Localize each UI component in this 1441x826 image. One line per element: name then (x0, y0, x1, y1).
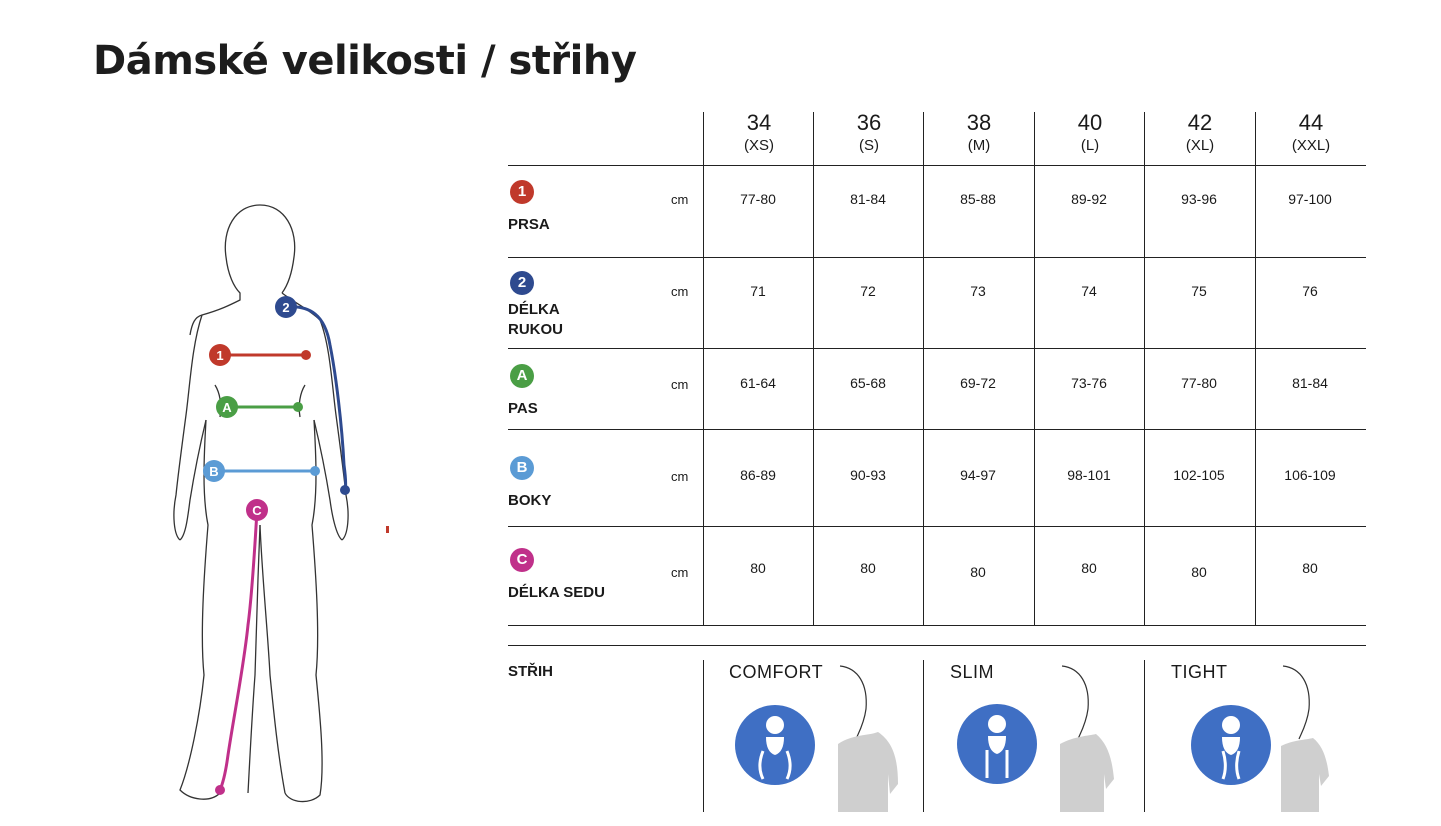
table-cell: 72 (860, 283, 876, 299)
size-number: 44 (1298, 110, 1324, 135)
table-cell: 61-64 (740, 375, 776, 391)
table-cell: 80 (1081, 560, 1097, 576)
row-label-line: RUKOU (508, 321, 563, 338)
table-cell: 77-80 (1181, 375, 1217, 391)
table-cell: 81-84 (1292, 375, 1328, 391)
unit-label: cm (671, 565, 689, 580)
red-dot-mark (386, 526, 389, 533)
table-cell: 97-100 (1288, 191, 1332, 207)
table-cell: 71 (750, 283, 766, 299)
table-cell: 80 (970, 564, 986, 580)
marker-C: C (252, 503, 262, 518)
slim-garment-illustration (1060, 665, 1114, 812)
table-row-rule (508, 257, 1366, 258)
tight-garment-illustration (1281, 665, 1329, 812)
table-cell: 65-68 (850, 375, 886, 391)
comfort-fit-icon (735, 705, 815, 785)
unit-label: cm (671, 377, 689, 392)
size-header-44: 44 (XXL) (1256, 110, 1366, 154)
size-code: (XL) (1185, 137, 1215, 154)
badge-2: 2 (510, 271, 534, 295)
marker-A: A (222, 400, 232, 415)
marker-1: 1 (216, 348, 223, 363)
table-cell: 81-84 (850, 191, 886, 207)
table-column-rule (923, 112, 924, 626)
fit-column-rule (1144, 660, 1145, 812)
fit-column-rule (923, 660, 924, 812)
size-number: 40 (1077, 110, 1103, 135)
table-cell: 90-93 (850, 467, 886, 483)
page-title: Dámské velikosti / střihy (93, 38, 637, 84)
size-number: 36 (856, 110, 882, 135)
table-cell: 80 (1302, 560, 1318, 576)
table-row-rule (508, 526, 1366, 527)
table-cell: 93-96 (1181, 191, 1217, 207)
table-cell: 80 (860, 560, 876, 576)
table-header-rule (508, 165, 1366, 166)
table-cell: 98-101 (1067, 467, 1111, 483)
table-row-rule (508, 625, 1366, 626)
row-label-boky: BOKY (508, 492, 552, 509)
fit-label-comfort: COMFORT (729, 662, 824, 682)
size-header-38: 38 (M) (924, 110, 1034, 154)
comfort-garment-illustration (838, 665, 898, 812)
marker-B: B (209, 464, 218, 479)
size-header-40: 40 (L) (1035, 110, 1145, 154)
size-header-34: 34 (XS) (704, 110, 814, 154)
table-cell: 106-109 (1284, 467, 1336, 483)
table-column-rule (1144, 112, 1145, 626)
size-number: 34 (746, 110, 772, 135)
table-cell: 80 (1191, 564, 1207, 580)
table-cell: 85-88 (960, 191, 996, 207)
fit-label-tight: TIGHT (1171, 662, 1228, 682)
size-code: (S) (859, 137, 879, 154)
size-code: (L) (1080, 137, 1100, 154)
size-header-36: 36 (S) (814, 110, 924, 154)
table-cell: 75 (1191, 283, 1207, 299)
table-cell: 80 (750, 560, 766, 576)
fit-column-rule (703, 660, 704, 812)
table-column-rule (703, 112, 704, 626)
size-number: 38 (966, 110, 992, 135)
table-row-rule (508, 429, 1366, 430)
fit-label-slim: SLIM (950, 662, 995, 682)
table-row-rule (508, 348, 1366, 349)
table-cell: 77-80 (740, 191, 776, 207)
row-label-prsa: PRSA (508, 216, 550, 233)
size-code: (XXL) (1291, 137, 1331, 154)
row-label-line: DÉLKA (508, 301, 560, 318)
badge-A: A (510, 364, 534, 388)
body-figure-illustration: 1 2 A B C (173, 204, 350, 803)
table-column-rule (813, 112, 814, 626)
size-header-42: 42 (XL) (1145, 110, 1255, 154)
unit-label: cm (671, 192, 689, 207)
row-label-pas: PAS (508, 400, 538, 417)
table-cell: 89-92 (1071, 191, 1107, 207)
tight-fit-icon (1191, 705, 1271, 785)
fit-heading: STŘIH (508, 663, 553, 680)
slim-fit-icon (957, 704, 1037, 784)
table-cell: 69-72 (960, 375, 996, 391)
unit-label: cm (671, 469, 689, 484)
table-cell: 74 (1081, 283, 1097, 299)
table-column-rule (1255, 112, 1256, 626)
table-cell: 94-97 (960, 467, 996, 483)
unit-label: cm (671, 284, 689, 299)
fit-section-rule (508, 645, 1366, 646)
table-cell: 102-105 (1173, 467, 1225, 483)
table-column-rule (1034, 112, 1035, 626)
row-label-delka-rukou: DÉLKA RUKOU (508, 300, 563, 340)
marker-2: 2 (282, 300, 289, 315)
badge-C: C (510, 548, 534, 572)
size-number: 42 (1187, 110, 1213, 135)
badge-B: B (510, 456, 534, 480)
table-cell: 73 (970, 283, 986, 299)
table-cell: 86-89 (740, 467, 776, 483)
badge-1: 1 (510, 180, 534, 204)
size-code: (XS) (744, 137, 774, 154)
row-label-delka-sedu: DÉLKA SEDU (508, 584, 605, 601)
table-cell: 76 (1302, 283, 1318, 299)
table-cell: 73-76 (1071, 375, 1107, 391)
size-code: (M) (967, 137, 991, 154)
